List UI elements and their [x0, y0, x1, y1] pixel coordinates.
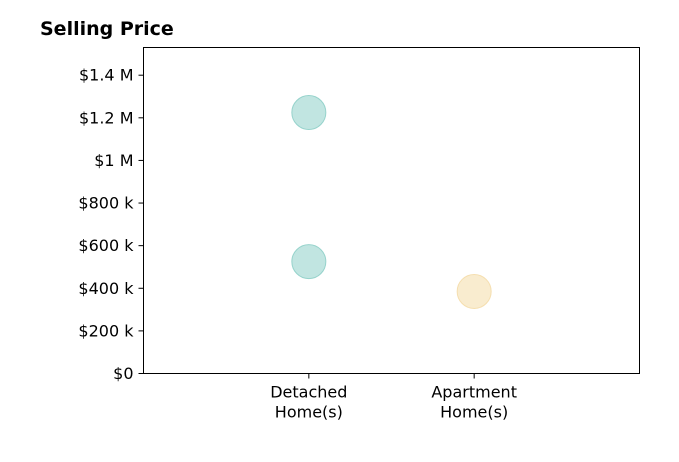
- data-point: [456, 273, 492, 309]
- chart-title: Selling Price: [40, 18, 174, 40]
- y-tick-label: $0: [113, 364, 133, 383]
- y-tick-label: $400 k: [78, 279, 134, 298]
- y-tick-label: $1 M: [94, 151, 133, 170]
- data-points: [291, 94, 492, 309]
- plot-frame: [143, 47, 640, 374]
- x-tick-label: Apartment Home(s): [431, 383, 517, 422]
- y-tick-label: $1.2 M: [79, 108, 134, 127]
- data-point: [291, 94, 327, 130]
- y-tick-label: $800 k: [78, 194, 134, 213]
- y-tick-label: $200 k: [78, 321, 134, 340]
- y-axis: $0 $200 k $400 k $600 k $800 k $1 M $1.2 M $1.4…: [78, 66, 144, 383]
- y-tick-label: $600 k: [78, 236, 134, 255]
- x-tick-label: Detached Home(s): [270, 383, 347, 422]
- data-point: [291, 244, 327, 280]
- x-axis: Detached Home(s) Apartment Home(s): [270, 373, 517, 422]
- y-tick-label: $1.4 M: [79, 66, 134, 85]
